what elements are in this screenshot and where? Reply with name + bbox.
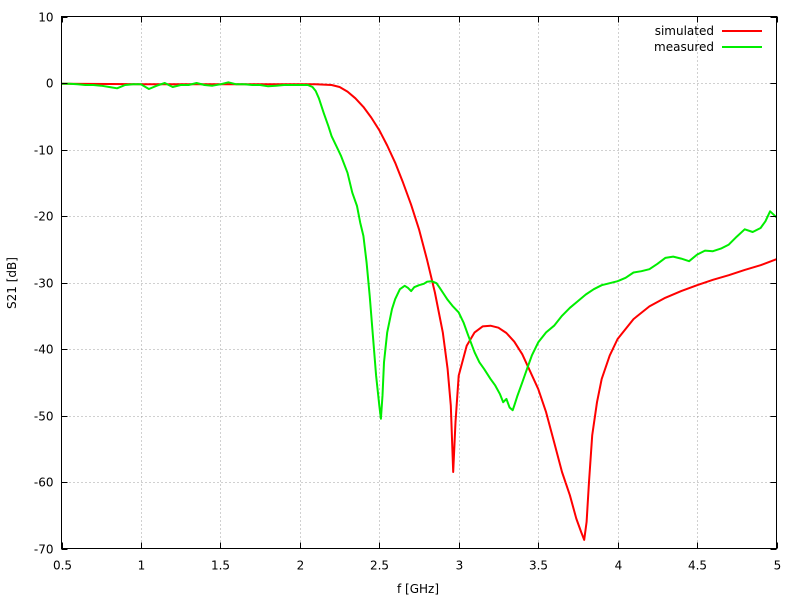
x-tick-label: 2.5	[370, 559, 389, 573]
y-tick-labels: 10 0 -10 -20 -30 -40 -50 -60 -70	[34, 11, 54, 557]
legend: simulated measured	[654, 24, 762, 54]
x-tick-label: 0.5	[53, 559, 72, 573]
y-tick-label: -60	[34, 476, 54, 490]
series-layer	[61, 81, 778, 541]
series-line-measured	[61, 81, 778, 420]
y-tick-label: 10	[38, 11, 53, 25]
y-axis-label: S21 [dB]	[5, 257, 19, 309]
legend-label-simulated: simulated	[655, 24, 714, 38]
y-tick-label: -10	[34, 144, 54, 158]
x-axis-label: f [GHz]	[397, 582, 439, 596]
series-line-simulated	[61, 82, 777, 541]
axis-ticks	[61, 16, 778, 550]
grid	[61, 16, 777, 549]
x-tick-labels: 0.5 1 1.5 2 2.5 3 3.5 4 4.5 5	[53, 559, 781, 573]
x-tick-label: 3	[456, 559, 464, 573]
y-tick-label: 0	[46, 77, 54, 91]
x-tick-label: 3.5	[529, 559, 548, 573]
x-tick-label: 1.5	[211, 559, 230, 573]
x-tick-label: 2	[297, 559, 305, 573]
x-tick-label: 5	[774, 559, 782, 573]
y-tick-label: -50	[34, 410, 54, 424]
x-tick-label: 4.5	[688, 559, 707, 573]
x-tick-label: 4	[615, 559, 623, 573]
y-tick-label: -20	[34, 210, 54, 224]
plot-frame	[61, 16, 777, 549]
y-tick-label: -40	[34, 343, 54, 357]
y-tick-label: -30	[34, 277, 54, 291]
legend-label-measured: measured	[654, 40, 714, 54]
y-tick-label: -70	[34, 543, 54, 557]
x-tick-label: 1	[138, 559, 146, 573]
